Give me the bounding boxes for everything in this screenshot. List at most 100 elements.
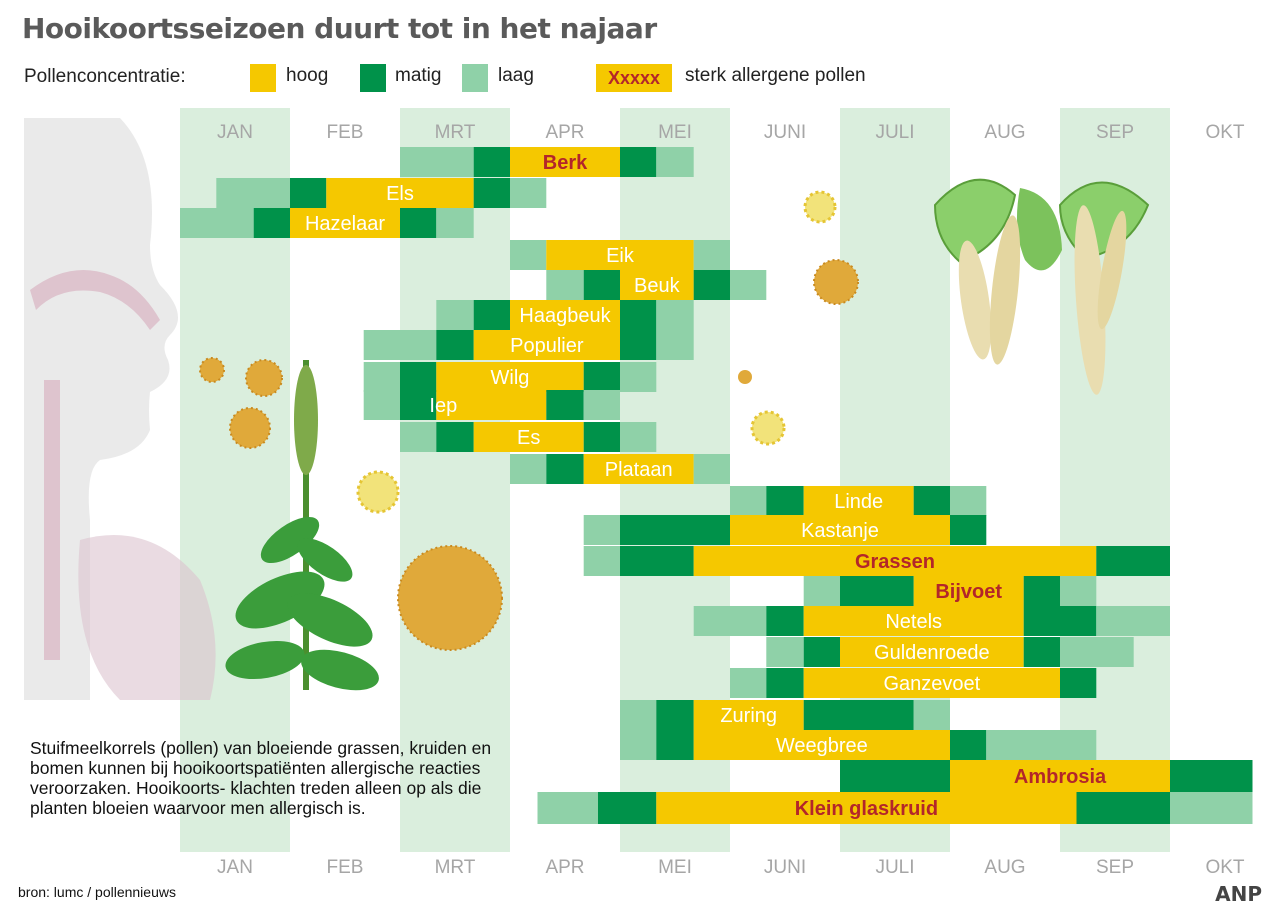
bar-els-hoog-2 [326,178,474,208]
bar-label-bijvoet: Bijvoet [935,581,1002,603]
bar-linde-hoog-2 [803,486,914,516]
bar-grassen-laag-0 [583,546,620,576]
bar-bijvoet-laag-4 [1060,576,1097,606]
bar-wilg-laag-4 [620,362,657,392]
month-label-top-mei: MEI [658,122,692,143]
bar-klein-glaskruid-laag-4 [1170,792,1253,824]
bar-kastanje-hoog-2 [730,515,950,545]
bar-populier-laag-4 [656,330,694,360]
bar-beuk-laag-4 [730,270,767,300]
month-label-top-mrt: MRT [435,122,476,143]
bar-haagbeuk-matig-1 [473,300,510,330]
bar-haagbeuk-matig-3 [620,300,657,330]
bar-netels-laag-4 [1096,606,1170,636]
bar-plataan-laag-0 [510,454,547,484]
bar-label-ganzevoet: Ganzevoet [883,673,980,695]
bar-weegbree-laag-4 [986,730,1097,760]
bar-zuring-matig-1 [656,700,694,730]
bar-iep-matig-3 [546,390,584,420]
bar-populier-matig-1 [436,330,474,360]
month-label-bottom-jan: JAN [217,857,253,878]
bar-netels-laag-0 [693,606,767,636]
month-label-top-apr: APR [545,122,584,143]
bar-bijvoet-hoog-2 [913,576,1024,606]
illustration-layer [24,118,1150,700]
bar-populier-hoog-2 [473,330,620,360]
bar-hazelaar-hoog-2 [290,208,400,238]
bar-linde-laag-4 [950,486,987,516]
bar-hazelaar-matig-3 [400,208,437,238]
bar-label-berk: Berk [543,152,588,174]
bar-label-plataan: Plataan [605,459,673,481]
bar-beuk-matig-1 [583,270,620,300]
bar-berk-matig-1 [473,147,510,177]
month-label-bottom-mrt: MRT [435,857,476,878]
chart-title: Hooikoortsseizoen duurt tot in het najaa… [22,12,657,45]
bar-wilg-matig-3 [583,362,620,392]
legend-label-matig: matig [395,65,442,86]
head-silhouette-icon [24,118,178,700]
bar-iep-laag-0 [363,390,400,420]
bar-haagbeuk-laag-0 [436,300,474,330]
bar-es-laag-4 [620,422,657,452]
month-label-bottom-aug: AUG [984,857,1025,878]
bar-els-laag-0 [216,178,290,208]
month-label-top-juli: JULI [875,122,914,143]
bar-ambrosia-matig-2 [1170,760,1253,792]
bar-hazelaar-laag-4 [436,208,474,238]
bar-eik-laag-0 [510,240,547,270]
bar-netels-matig-3 [1023,606,1097,636]
month-label-bottom-apr: APR [545,857,584,878]
bar-wilg-hoog-2 [436,362,584,392]
bar-label-linde: Linde [834,491,883,513]
bar-berk-hoog-2 [510,147,620,177]
bar-plataan-matig-1 [546,454,584,484]
month-label-top-feb: FEB [327,122,364,143]
bar-ganzevoet-laag-0 [730,668,767,698]
bar-zuring-matig-3 [803,700,914,730]
bar-guldenroede-matig-1 [803,637,840,667]
legend: Pollenconcentratie: hoog matig laag Xxxx… [24,60,924,96]
source-credit: bron: lumc / pollennieuws [18,884,176,900]
month-tick-labels: JAN JAN FEB FEB MRT MRT APR APR MEI MEI JUNI JUNI JU… [217,122,1245,878]
bar-bijvoet-matig-1 [840,576,914,606]
bar-zuring-hoog-2 [693,700,804,730]
bar-klein-glaskruid-matig-1 [598,792,657,824]
bar-klein-glaskruid-hoog-2 [656,792,1077,824]
bar-label-iep: Iep [429,395,457,417]
bar-guldenroede-matig-3 [1023,637,1060,667]
bar-grassen-matig-1 [620,546,694,576]
bar-es-matig-1 [436,422,474,452]
bar-els-matig-1 [290,178,327,208]
month-label-bottom-okt: OKT [1205,857,1244,878]
bar-label-beuk: Beuk [634,275,681,297]
bar-label-ambrosia: Ambrosia [1014,766,1107,788]
legend-swatch-matig [360,64,386,92]
month-label-bottom-juni: JUNI [764,857,806,878]
bar-label-haagbeuk: Haagbeuk [519,305,611,327]
bar-label-wilg: Wilg [491,367,530,389]
bar-ganzevoet-hoog-2 [803,668,1060,698]
bar-linde-matig-1 [766,486,804,516]
bar-ganzevoet-matig-3 [1060,668,1097,698]
bar-iep-hoog-2 [436,390,547,420]
bar-els-matig-3 [473,178,510,208]
month-label-bottom-feb: FEB [327,857,364,878]
bar-label-grassen: Grassen [855,551,935,573]
month-label-bottom-sep: SEP [1096,857,1134,878]
bar-beuk-laag-0 [546,270,584,300]
legend-strong-sample: Xxxxx [596,64,672,92]
bar-label-eik: Eik [606,245,635,267]
month-label-top-okt: OKT [1205,122,1244,143]
bar-ambrosia-hoog-1 [950,760,1170,792]
bar-klein-glaskruid-matig-3 [1076,792,1170,824]
bar-label-els: Els [386,183,414,205]
legend-swatch-hoog [250,64,276,92]
bar-netels-matig-1 [766,606,804,636]
bar-bijvoet-laag-0 [803,576,840,606]
bar-kastanje-matig-1 [620,515,730,545]
bar-label-guldenroede: Guldenroede [874,642,990,664]
bar-plataan-laag-3 [693,454,730,484]
